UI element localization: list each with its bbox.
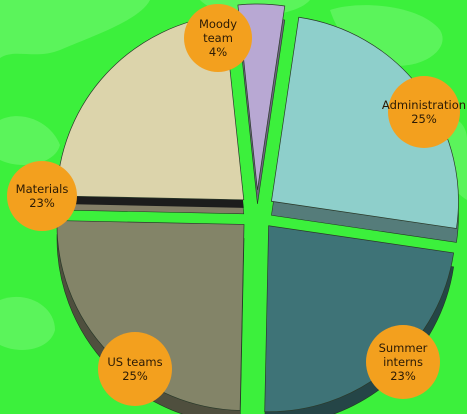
slice-name-label: US teams xyxy=(107,355,162,369)
label-bubble xyxy=(98,332,172,406)
slice-value-label: 23% xyxy=(390,369,416,383)
label-bubble xyxy=(388,76,460,148)
slice-name-label: interns xyxy=(383,355,423,369)
slice-name-label: team xyxy=(203,31,233,45)
slice-value-label: 4% xyxy=(209,45,227,59)
background-blob xyxy=(0,116,60,165)
slice-name-label: Administration xyxy=(382,98,466,112)
slice-name-label: Materials xyxy=(16,182,69,196)
slice-value-label: 25% xyxy=(122,369,148,383)
slice-name-label: Summer xyxy=(379,341,428,355)
pie-slices xyxy=(56,3,459,414)
slice-name-label: Moody xyxy=(199,17,237,31)
pie-slice-0 xyxy=(237,3,286,191)
label-bubble xyxy=(366,325,440,399)
slice-value-label: 25% xyxy=(411,112,437,126)
slice-value-label: 23% xyxy=(29,196,55,210)
background-blob xyxy=(0,0,150,58)
label-bubble xyxy=(7,161,77,231)
background-blob xyxy=(0,296,55,350)
slice-labels: Moodyteam4%Administration25%Summerintern… xyxy=(7,4,466,406)
label-bubble xyxy=(184,4,252,72)
